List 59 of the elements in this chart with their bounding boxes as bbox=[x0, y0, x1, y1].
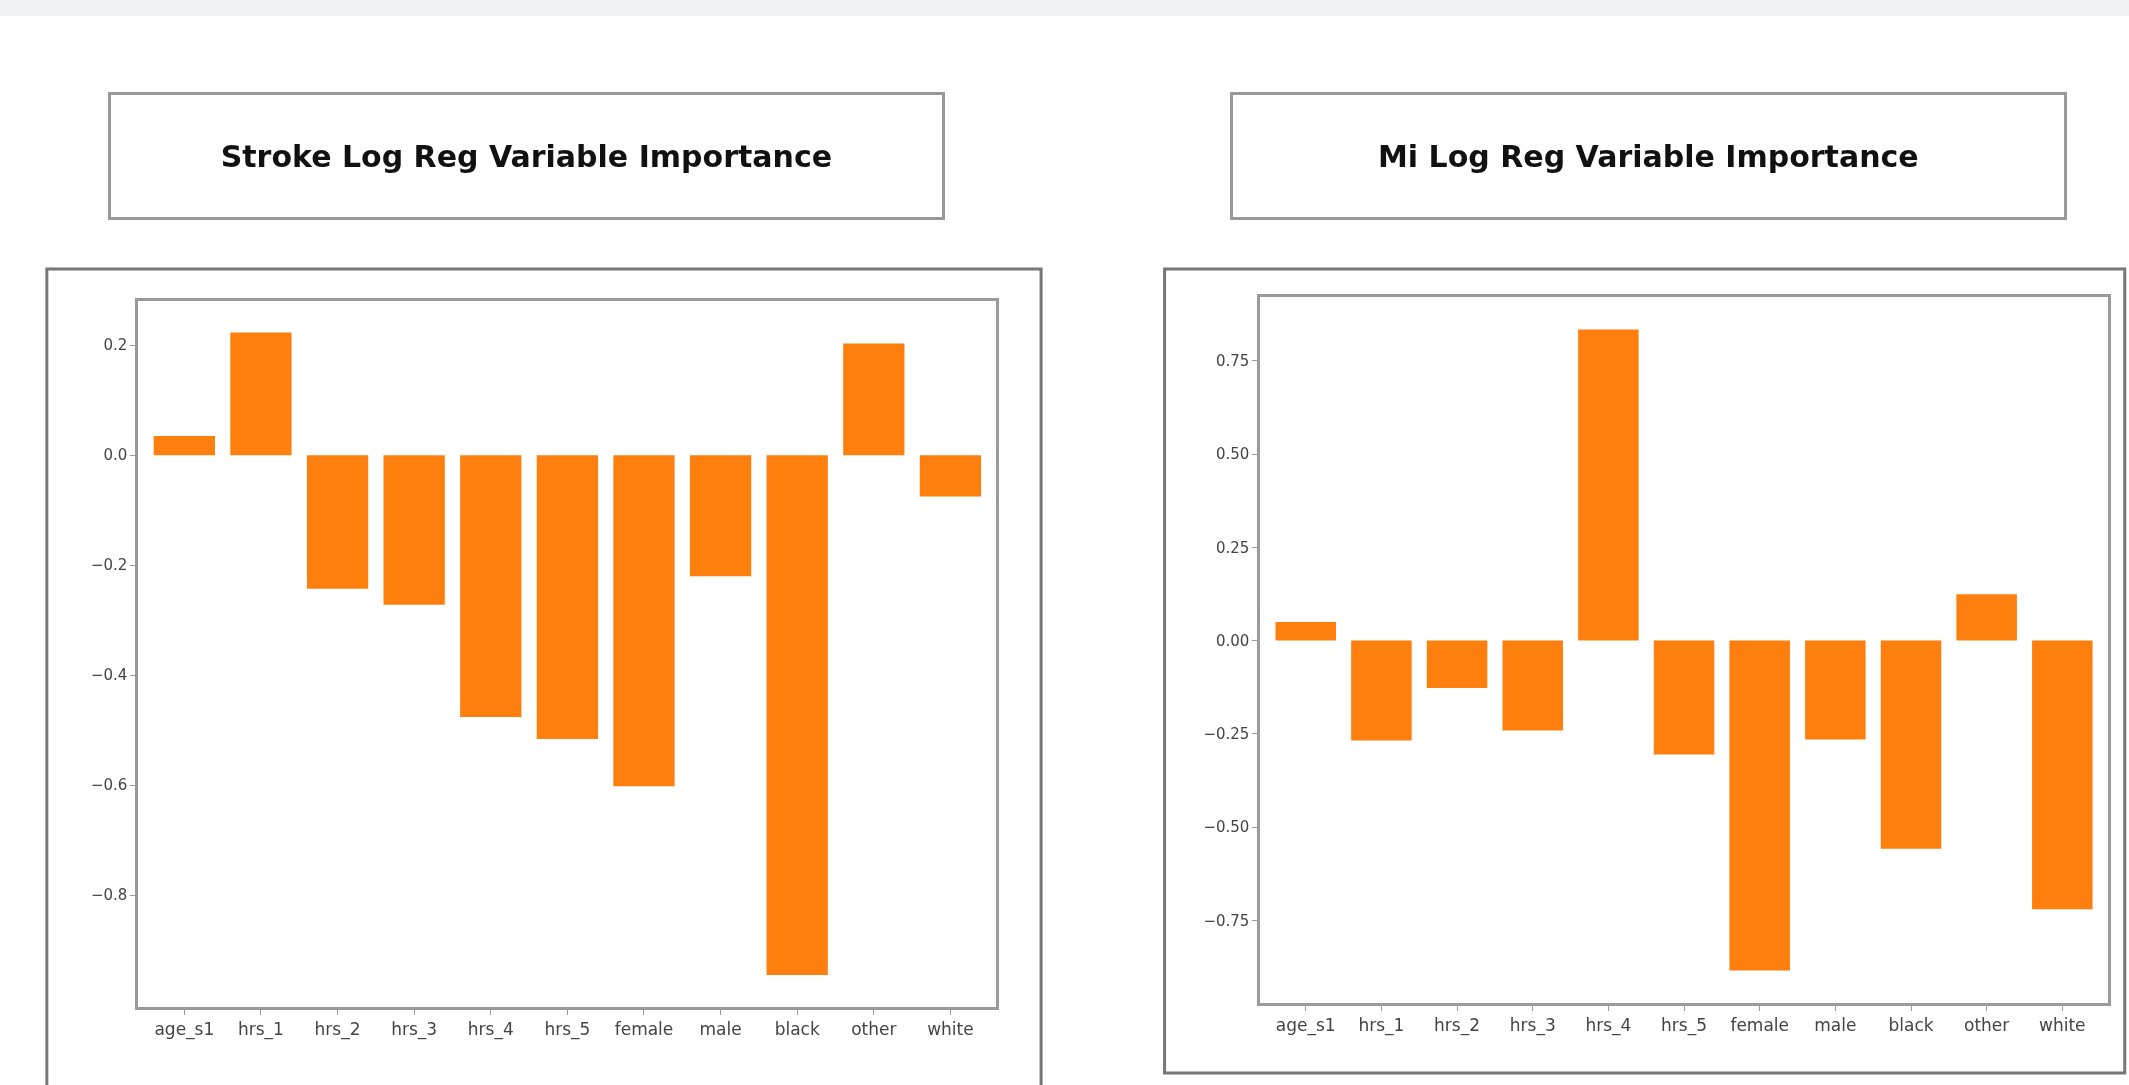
bar bbox=[153, 435, 215, 456]
bar bbox=[1956, 594, 2017, 641]
bar bbox=[766, 455, 828, 975]
bar bbox=[1426, 640, 1488, 688]
y-tick-label: 0.25 bbox=[1215, 538, 1250, 557]
x-tick-label: age_s1 bbox=[1275, 1014, 1336, 1036]
bar bbox=[919, 455, 982, 497]
x-tick-label: white bbox=[2039, 1014, 2086, 1035]
bar bbox=[1502, 640, 1563, 731]
y-tick-label: 0.50 bbox=[1215, 445, 1250, 464]
bar bbox=[536, 455, 599, 739]
bar bbox=[460, 455, 522, 717]
y-tick-label: −0.6 bbox=[90, 776, 128, 795]
x-tick-label: hrs_1 bbox=[1358, 1014, 1405, 1036]
bar bbox=[1578, 329, 1639, 641]
bar bbox=[1351, 640, 1412, 741]
x-tick-label: black bbox=[774, 1019, 820, 1040]
x-tick-label: age_s1 bbox=[154, 1019, 215, 1041]
y-tick-label: −0.75 bbox=[1203, 911, 1250, 930]
y-tick-label: −0.8 bbox=[90, 886, 128, 905]
bar bbox=[1880, 640, 1942, 849]
chart-title: Stroke Log Reg Variable Importance bbox=[220, 138, 833, 174]
bar bbox=[230, 332, 292, 456]
bar bbox=[689, 455, 752, 577]
x-tick-label: hrs_4 bbox=[467, 1019, 514, 1041]
y-tick-label: −0.4 bbox=[90, 666, 128, 685]
x-tick-label: hrs_1 bbox=[237, 1019, 284, 1041]
x-tick-label: hrs_4 bbox=[1585, 1014, 1632, 1036]
x-tick-label: black bbox=[1888, 1014, 1934, 1035]
x-tick-label: male bbox=[699, 1019, 742, 1040]
bar bbox=[1653, 640, 1715, 755]
y-tick-label: −0.2 bbox=[90, 556, 128, 575]
x-tick-label: white bbox=[927, 1019, 974, 1040]
bar bbox=[383, 455, 445, 605]
x-tick-label: hrs_3 bbox=[391, 1019, 438, 1041]
x-tick-label: other bbox=[1964, 1014, 2010, 1035]
x-tick-label: female bbox=[1730, 1014, 1789, 1035]
x-tick-label: male bbox=[1814, 1014, 1857, 1035]
y-tick-label: −0.50 bbox=[1203, 818, 1250, 837]
bar bbox=[2032, 640, 2093, 910]
chart-title: Mi Log Reg Variable Importance bbox=[1378, 138, 1919, 174]
y-tick-label: 0.0 bbox=[103, 446, 128, 465]
x-tick-label: hrs_2 bbox=[1434, 1014, 1481, 1036]
bar bbox=[1275, 621, 1337, 641]
bar bbox=[306, 455, 369, 589]
x-tick-label: hrs_5 bbox=[1661, 1014, 1708, 1036]
y-tick-label: 0.00 bbox=[1215, 631, 1250, 650]
x-tick-label: hrs_2 bbox=[314, 1019, 361, 1041]
x-tick-label: hrs_3 bbox=[1509, 1014, 1556, 1036]
y-tick-label: 0.75 bbox=[1215, 351, 1250, 370]
y-tick-label: 0.2 bbox=[103, 336, 128, 355]
x-tick-label: female bbox=[614, 1019, 674, 1040]
y-tick-label: −0.25 bbox=[1203, 725, 1250, 744]
bar bbox=[613, 455, 675, 787]
bar bbox=[1729, 640, 1790, 971]
bar bbox=[1805, 640, 1866, 740]
x-tick-label: hrs_5 bbox=[544, 1019, 591, 1041]
x-tick-label: other bbox=[851, 1019, 897, 1040]
bar bbox=[843, 343, 905, 456]
